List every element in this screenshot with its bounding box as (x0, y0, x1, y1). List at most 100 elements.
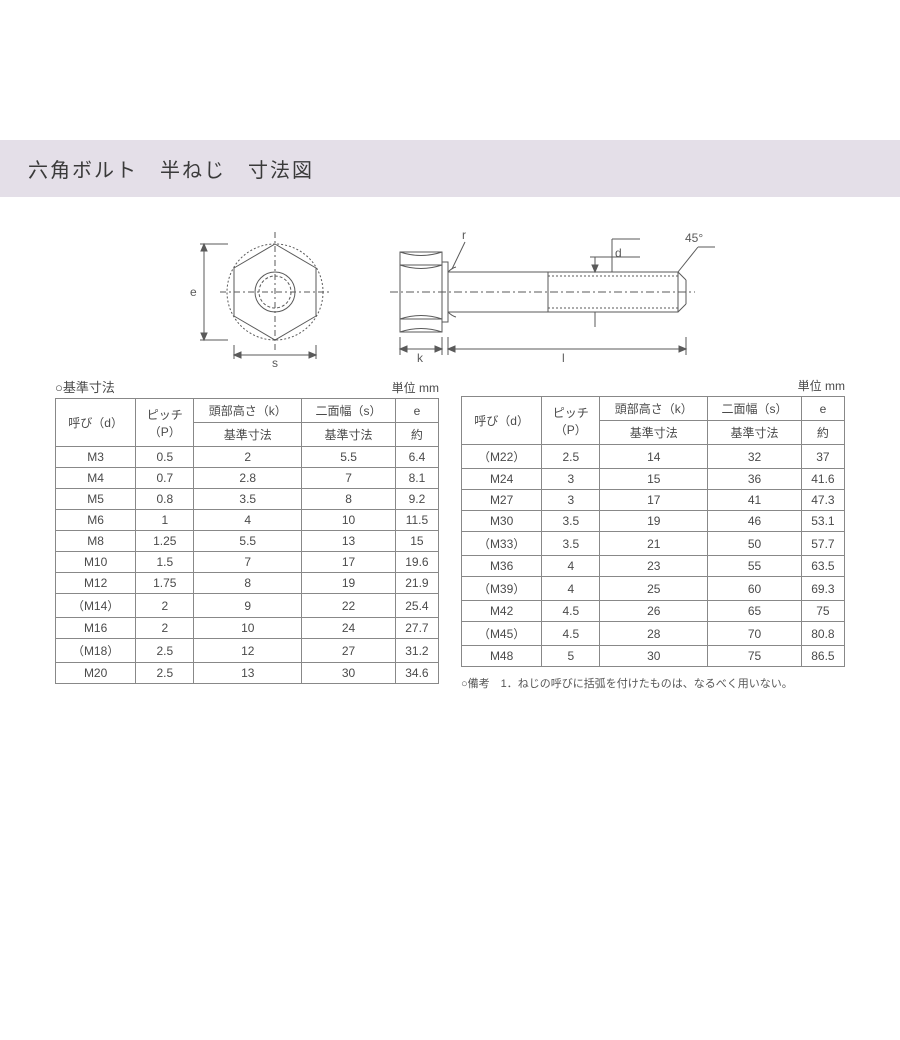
right-cell: 47.3 (801, 490, 844, 511)
left-cell: 21.9 (395, 573, 438, 594)
left-cell: 25.4 (395, 594, 438, 618)
table-row: M303.5194653.1 (462, 511, 845, 532)
footnote: ○備考 1．ねじの呼びに括弧を付けたものは、なるべく用いない。 (461, 675, 845, 691)
right-cell: M42 (462, 601, 542, 622)
label-d: d (615, 246, 622, 260)
left-cell: 0.8 (136, 489, 194, 510)
left-table-block: ○基準寸法 単位 mm 呼び（d） ピッチ （P） 頭部高さ（k） 二面幅（s）… (55, 377, 439, 691)
table-row: （M45）4.5287080.8 (462, 622, 845, 646)
right-cell: 5 (542, 646, 600, 667)
left-cell: 17 (302, 552, 396, 573)
table-row: M6141011.5 (56, 510, 439, 531)
right-cell: 75 (801, 601, 844, 622)
table-row: M162102427.7 (56, 618, 439, 639)
rh2-c4: 約 (801, 421, 844, 445)
left-cell: M20 (56, 663, 136, 684)
left-cell: 24 (302, 618, 396, 639)
left-cell: 7 (302, 468, 396, 489)
left-cell: M6 (56, 510, 136, 531)
right-cell: 50 (708, 532, 802, 556)
rh-c1: ピッチ （P） (542, 397, 600, 445)
right-cell: 4.5 (542, 622, 600, 646)
table-row: （M18）2.5122731.2 (56, 639, 439, 663)
label-e: e (190, 285, 197, 299)
right-cell: （M45） (462, 622, 542, 646)
left-caption: ○基準寸法 (55, 377, 115, 396)
rh2-c3: 基準寸法 (708, 421, 802, 445)
left-cell: 3.5 (194, 489, 302, 510)
right-cell: 37 (801, 445, 844, 469)
right-cell: 17 (600, 490, 708, 511)
left-cell: 0.5 (136, 447, 194, 468)
left-cell: （M18） (56, 639, 136, 663)
left-cell: 34.6 (395, 663, 438, 684)
table-row: M364235563.5 (462, 556, 845, 577)
label-r: r (462, 228, 466, 242)
left-cell: 8 (194, 573, 302, 594)
table-row: M202.5133034.6 (56, 663, 439, 684)
right-cell: 41 (708, 490, 802, 511)
left-cell: 7 (194, 552, 302, 573)
left-header-row-1: 呼び（d） ピッチ （P） 頭部高さ（k） 二面幅（s） e (56, 399, 439, 423)
left-cell: 19.6 (395, 552, 438, 573)
table-row: M101.571719.6 (56, 552, 439, 573)
right-header-row-1: 呼び（d） ピッチ （P） 頭部高さ（k） 二面幅（s） e (462, 397, 845, 421)
table-row: M50.83.589.2 (56, 489, 439, 510)
tables-container: ○基準寸法 単位 mm 呼び（d） ピッチ （P） 頭部高さ（k） 二面幅（s）… (0, 377, 900, 691)
left-cell: 8.1 (395, 468, 438, 489)
right-cell: 21 (600, 532, 708, 556)
right-cell: 32 (708, 445, 802, 469)
lh-c0: 呼び（d） (56, 399, 136, 447)
left-cell: 27.7 (395, 618, 438, 639)
right-cell: 3.5 (542, 511, 600, 532)
right-cell: （M39） (462, 577, 542, 601)
left-table: 呼び（d） ピッチ （P） 頭部高さ（k） 二面幅（s） e 基準寸法 基準寸法… (55, 398, 439, 684)
left-cell: 13 (302, 531, 396, 552)
right-cell: 28 (600, 622, 708, 646)
left-cell: 22 (302, 594, 396, 618)
section-title: 六角ボルト 半ねじ 寸法図 (28, 160, 314, 182)
label-s: s (272, 356, 278, 367)
right-cell: 55 (708, 556, 802, 577)
left-cell: M8 (56, 531, 136, 552)
left-cell: 12 (194, 639, 302, 663)
right-cell: 4 (542, 577, 600, 601)
rh-c3: 二面幅（s） (708, 397, 802, 421)
left-cell: 2 (136, 594, 194, 618)
left-cell: 0.7 (136, 468, 194, 489)
right-cell: 70 (708, 622, 802, 646)
left-cell: 11.5 (395, 510, 438, 531)
label-k: k (417, 351, 424, 365)
lh-c3: 二面幅（s） (302, 399, 396, 423)
right-table: 呼び（d） ピッチ （P） 頭部高さ（k） 二面幅（s） e 基準寸法 基準寸法… (461, 396, 845, 667)
left-cell: 9.2 (395, 489, 438, 510)
right-cell: M36 (462, 556, 542, 577)
right-cell: 53.1 (801, 511, 844, 532)
left-cell: 2 (136, 618, 194, 639)
left-cell: 10 (302, 510, 396, 531)
right-table-block: 単位 mm 呼び（d） ピッチ （P） 頭部高さ（k） 二面幅（s） e 基準寸… (461, 377, 845, 691)
right-cell: 15 (600, 469, 708, 490)
right-cell: 80.8 (801, 622, 844, 646)
right-cell: 30 (600, 646, 708, 667)
right-cell: （M22） (462, 445, 542, 469)
table-row: M81.255.51315 (56, 531, 439, 552)
right-cell: 63.5 (801, 556, 844, 577)
left-cell: 13 (194, 663, 302, 684)
left-cell: 1.5 (136, 552, 194, 573)
table-row: M30.525.56.4 (56, 447, 439, 468)
left-unit: 単位 mm (392, 379, 439, 396)
right-cell: 36 (708, 469, 802, 490)
left-cell: M3 (56, 447, 136, 468)
rh2-c2: 基準寸法 (600, 421, 708, 445)
table-row: M40.72.878.1 (56, 468, 439, 489)
table-row: M485307586.5 (462, 646, 845, 667)
left-cell: 5.5 (194, 531, 302, 552)
lh-c2: 頭部高さ（k） (194, 399, 302, 423)
right-cell: 75 (708, 646, 802, 667)
right-cell: M27 (462, 490, 542, 511)
left-cell: 2.5 (136, 663, 194, 684)
left-cell: M16 (56, 618, 136, 639)
table-row: M273174147.3 (462, 490, 845, 511)
right-cell: 2.5 (542, 445, 600, 469)
